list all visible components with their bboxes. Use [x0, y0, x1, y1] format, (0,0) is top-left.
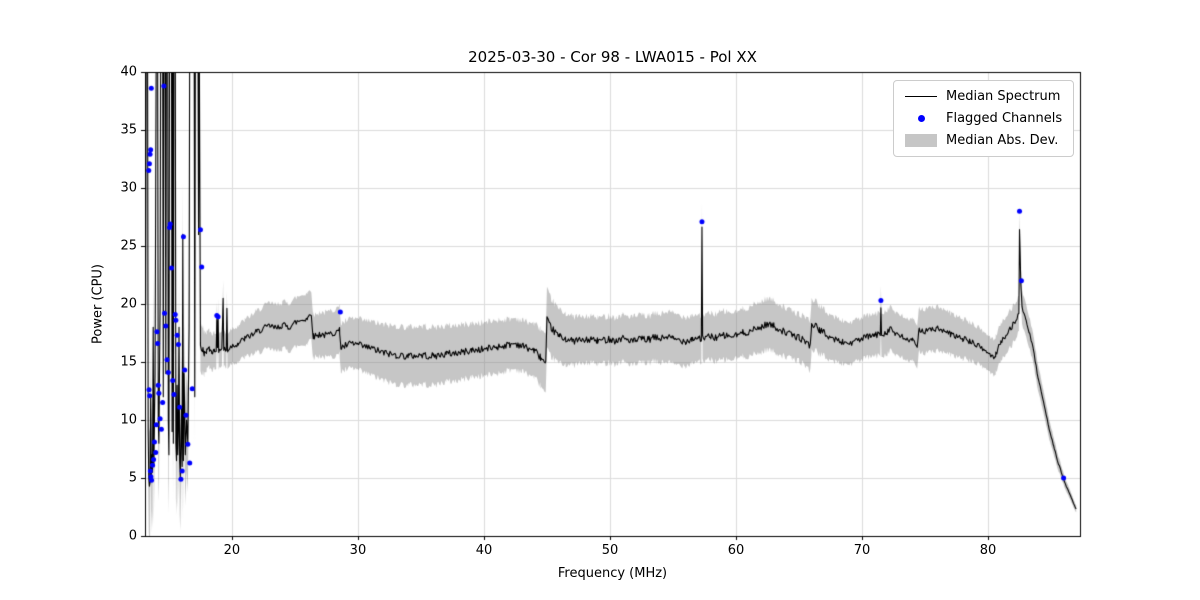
median-line-swatch-icon: [905, 90, 937, 104]
legend-item-flagged-channels: Flagged Channels: [905, 111, 1062, 126]
legend-label: Median Abs. Dev.: [946, 133, 1059, 148]
flagged-dot-swatch-icon: [905, 112, 937, 126]
band-swatch-icon: [905, 134, 937, 148]
legend-item-median-spectrum: Median Spectrum: [905, 89, 1062, 104]
legend-label: Median Spectrum: [946, 89, 1061, 104]
x-axis-label: Frequency (MHz): [557, 566, 668, 581]
chart-title: 2025-03-30 - Cor 98 - LWA015 - Pol XX: [468, 48, 757, 66]
legend-item-median-abs-dev: Median Abs. Dev.: [905, 133, 1062, 148]
legend-label: Flagged Channels: [946, 111, 1063, 126]
y-axis-label: Power (CPU): [90, 263, 106, 345]
legend: Median Spectrum Flagged Channels Median …: [893, 80, 1075, 157]
